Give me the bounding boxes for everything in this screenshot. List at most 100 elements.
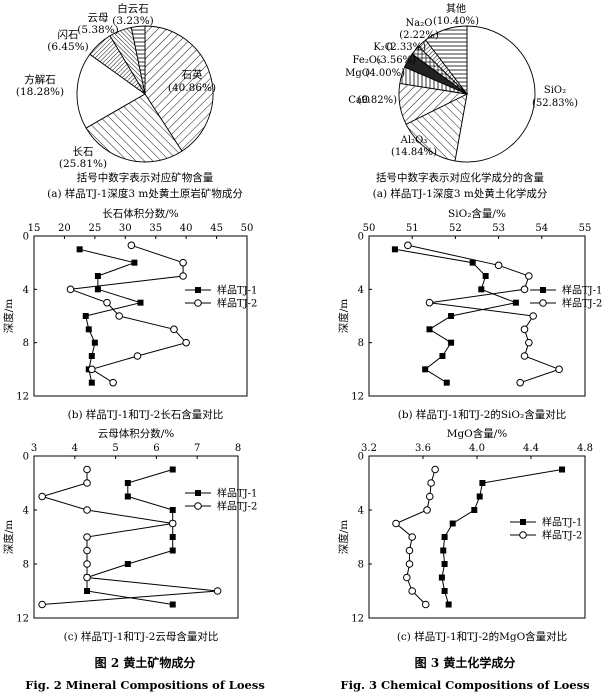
mgo-series-0-point-9 (441, 588, 448, 594)
pie1-pct-calcite: (18.28%) (16, 86, 64, 98)
mica-series-0-point-3 (169, 507, 176, 513)
feldspar-xtick-label-7: 50 (241, 223, 254, 234)
pie2-label-fe2o3: Fe₂O₃ (352, 55, 381, 66)
mica-series-1-point-0 (83, 465, 91, 474)
sio2-frame (368, 235, 586, 397)
sio2-series-0-point-2 (482, 273, 489, 279)
pie2-label-cao: CaO (348, 95, 370, 106)
sio2-series-1-point-7 (525, 338, 533, 347)
mica-series-1-line (40, 469, 218, 605)
fig3-title-en: Fig. 3 Chemical Compositions of Loess (340, 678, 589, 692)
mgo-xtick-label-0: 3.2 (361, 443, 377, 454)
pie1-label-quartz: 石英 (182, 68, 203, 81)
mgo-series-1-point-9 (408, 587, 417, 595)
mica-legend-marker-0 (195, 490, 201, 496)
sio2-ytick-label-3: 12 (351, 392, 364, 403)
pie2-label-other: 其他 (446, 2, 466, 15)
feldspar-caption: (b) 样品TJ-1和TJ-2长石含量对比 (68, 408, 224, 421)
feldspar-series-1-point-1 (179, 258, 187, 267)
sio2-series-1-point-8 (520, 352, 529, 360)
mica-series-0-point-10 (169, 601, 176, 608)
pie1-slice-5 (130, 25, 146, 95)
feldspar-series-1-point-6 (170, 325, 178, 334)
sio2-series-1-point-5 (529, 312, 537, 320)
pie1-slice-1 (85, 93, 183, 163)
mica-series-0-point-5 (169, 534, 176, 540)
sio2-series-0-point-7 (448, 339, 455, 346)
mgo-series-0-point-5 (441, 534, 448, 540)
sio2-legend-marker-0 (540, 287, 546, 293)
feldspar-depth-chart: 15 20 25 30 35 40 45 50 0 4 8 12 长石体积分数/% 深度/m 样品TJ-1样… (2, 207, 257, 421)
feldspar-legend-marker-0 (195, 287, 201, 293)
feldspar-frame (33, 235, 248, 397)
pie2-pct-sio2: (52.83%) (532, 98, 578, 109)
sio2-xtick-label-4: 54 (535, 223, 548, 234)
mica-series-1-point-7 (83, 560, 91, 568)
mgo-series-0-point-6 (440, 547, 447, 554)
feldspar-series-0-point-0 (76, 246, 83, 253)
mgo-series-1-point-4 (392, 519, 400, 528)
feldspar-series-1-point-8 (133, 352, 142, 360)
pie2-label-mgo: MgO (345, 68, 370, 79)
feldspar-series-0-point-1 (131, 259, 138, 266)
pie1-label-dolomite: 白云石 (117, 2, 149, 15)
feldspar-legend-label-1: 样品TJ-2 (217, 297, 257, 310)
mica-caption: (c) 样品TJ-1和TJ-2云母含量对比 (64, 630, 219, 643)
feldspar-series-1-point-0 (127, 241, 136, 250)
mgo-legend-label-1: 样品TJ-2 (542, 529, 582, 542)
mgo-ylabel: 深度/m (337, 520, 350, 555)
mgo-depth-chart: 3.2 3.6 4.0 4.4 4.8 0 4 8 12 MgO含量/% 深度/m 样品TJ-1样品T… (337, 427, 593, 643)
sio2-ytick-label-0: 0 (358, 232, 364, 243)
mica-ytick-label-0: 0 (23, 452, 29, 463)
sio2-xtick-label-3: 53 (492, 223, 505, 234)
pie2-pct-k2o: (2.33%) (386, 42, 426, 53)
mica-series-1-point-10 (38, 600, 46, 609)
mica-xlabel: 云母体积分数/% (98, 427, 175, 440)
pie1-label-mica: 云母 (88, 12, 109, 24)
sio2-legend-label-0: 样品TJ-1 (562, 284, 602, 297)
mgo-series-1-point-10 (421, 600, 430, 609)
pie2-pct-al2o3: (14.84%) (391, 147, 437, 158)
pie1-caption: (a) 样品TJ-1深度3 m处黄土原岩矿物成分 (47, 187, 243, 200)
feldspar-ytick-label-0: 0 (23, 232, 29, 243)
mgo-legend-marker-1 (519, 531, 527, 539)
pie1-pct-dolomite: (3.23%) (112, 15, 154, 27)
mgo-series-0-point-1 (479, 480, 486, 486)
feldspar-series-0-point-6 (85, 326, 92, 333)
sio2-series-0-point-3 (478, 286, 485, 293)
mica-series-1-point-5 (83, 533, 91, 541)
pie2-pct-na2o: (2.22%) (399, 30, 439, 41)
sio2-xtick-label-5: 55 (579, 223, 592, 234)
pie1-label-amphibole: 闪石 (58, 28, 79, 41)
sio2-depth-chart: 50 51 52 53 54 55 0 4 8 12 SiO₂含量/% 深度/m 样品TJ-1样品TJ-… (337, 207, 602, 421)
sio2-series-1-point-3 (520, 285, 529, 294)
sio2-legend-marker-1 (539, 299, 547, 307)
mica-xtick-label-2: 5 (112, 443, 118, 454)
feldspar-series-0-point-4 (137, 299, 144, 306)
pie2-pct-other: (10.40%) (433, 16, 479, 27)
mgo-series-1-point-8 (403, 573, 411, 582)
mgo-xtick-label-1: 3.6 (415, 443, 431, 454)
pie1-pct-mica: (5.38%) (77, 24, 119, 36)
feldspar-series-0-line (79, 248, 143, 383)
sio2-xtick-label-0: 50 (363, 223, 376, 234)
mgo-xtick-label-4: 4.8 (577, 443, 593, 454)
pie1-slice-2 (76, 53, 146, 129)
feldspar-legend-marker-1 (194, 299, 202, 307)
feldspar-series-1-point-5 (115, 312, 123, 320)
sio2-xlabel: SiO₂含量/% (448, 207, 506, 220)
fig2-title-en: Fig. 2 Mineral Compositions of Loess (25, 678, 265, 692)
mica-legend-label-1: 样品TJ-2 (217, 500, 257, 513)
feldspar-series-1-point-3 (66, 285, 75, 294)
feldspar-series-0-point-3 (94, 286, 101, 293)
mica-ytick-label-1: 4 (23, 506, 29, 517)
mgo-xtick-label-3: 4.4 (523, 443, 539, 454)
mica-series-0-line (86, 469, 174, 605)
sio2-series-0-point-10 (443, 379, 450, 386)
feldspar-xtick-label-5: 40 (180, 223, 193, 234)
feldspar-ytick-label-3: 12 (16, 392, 29, 403)
pie2-label-k2o: K₂O (373, 42, 393, 53)
mica-series-1-point-9 (213, 587, 222, 595)
